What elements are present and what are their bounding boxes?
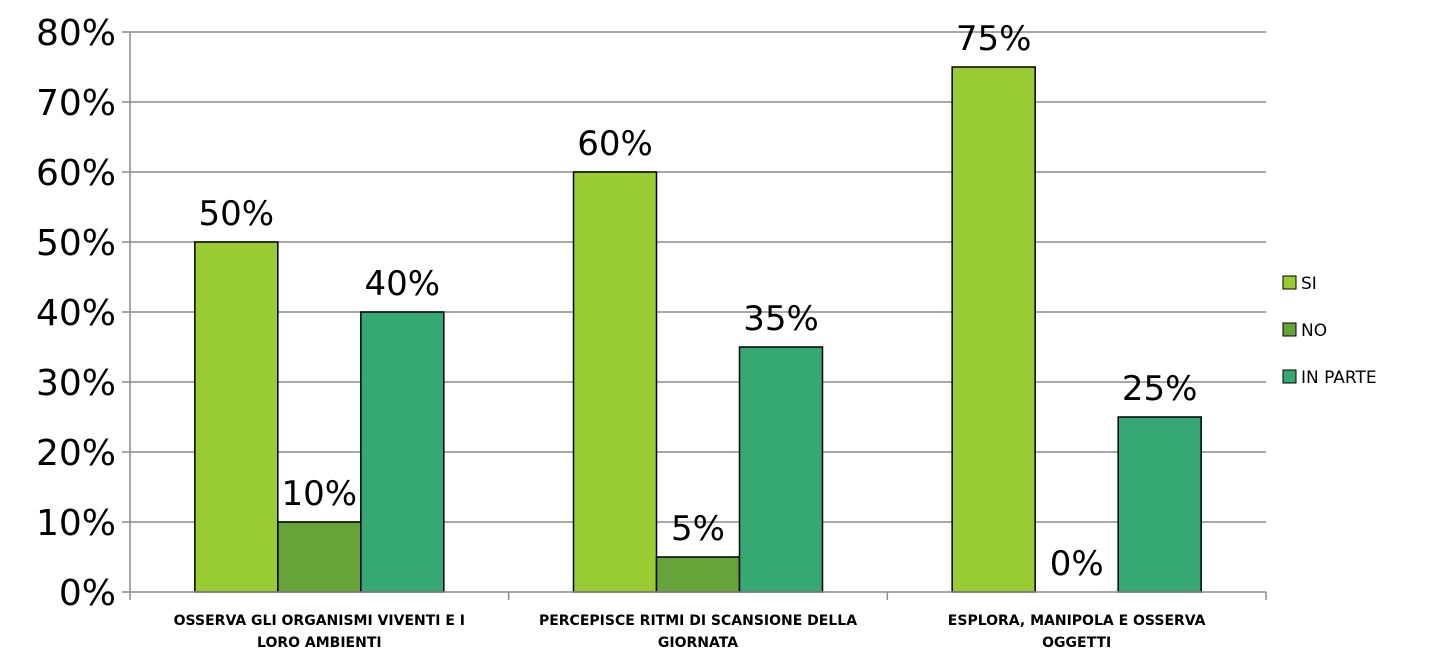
x-tick-label: LORO AMBIENTI [257,635,382,651]
data-labels: 50% 10% 40% 60% 5% 35% 75% 0% 25% [199,19,1198,584]
data-label: 10% [282,474,358,514]
y-tick-label: 30% [36,363,116,404]
x-axis-ticks: OSSERVA GLI ORGANISMI VIVENTI E I LORO AM… [129,592,1267,651]
data-label: 25% [1122,369,1198,409]
bar-si [572,171,658,593]
bar-no [655,556,741,593]
y-axis-ticks: 0% 10% 20% 30% 40% 50% 60% 70% 80% [36,13,130,614]
data-label: 5% [671,509,725,549]
y-tick-label: 50% [36,223,116,264]
legend-label: SI [1301,274,1317,294]
legend-label: IN PARTE [1301,368,1377,388]
y-tick-label: 70% [36,83,116,124]
bar-si [951,66,1036,593]
y-tick-label: 40% [36,293,116,334]
bar-si [194,241,279,593]
legend-swatch [1282,369,1297,384]
x-tick-label: GIORNATA [658,635,738,651]
x-tick-label: OGGETTI [1042,635,1111,651]
x-tick-label: OSSERVA GLI ORGANISMI VIVENTI E I [174,613,465,629]
data-label: 40% [365,264,441,304]
data-label: 35% [743,299,819,339]
data-label: 50% [199,194,275,234]
bar-in-parte [738,346,824,593]
y-tick-label: 80% [36,13,116,54]
y-tick-label: 10% [36,503,116,544]
legend-swatch [1282,322,1297,337]
legend-label: NO [1301,321,1327,341]
y-tick-label: 0% [59,573,116,614]
bar-no [277,521,362,593]
data-label: 75% [956,19,1032,59]
bars [194,66,1202,593]
y-tick-label: 20% [36,433,116,474]
bar-in-parte [360,311,445,593]
data-label: 0% [1050,544,1104,584]
y-tick-label: 60% [36,153,116,194]
gridlines [130,31,1266,523]
legend-swatch [1282,275,1297,290]
data-label: 60% [577,124,653,164]
x-tick-label: ESPLORA, MANIPOLA E OSSERVA [948,613,1206,629]
x-tick-label: PERCEPISCE RITMI DI SCANSIONE DELLA [539,613,857,629]
bar-in-parte [1117,416,1202,593]
legend: SI NO IN PARTE [1282,274,1377,388]
